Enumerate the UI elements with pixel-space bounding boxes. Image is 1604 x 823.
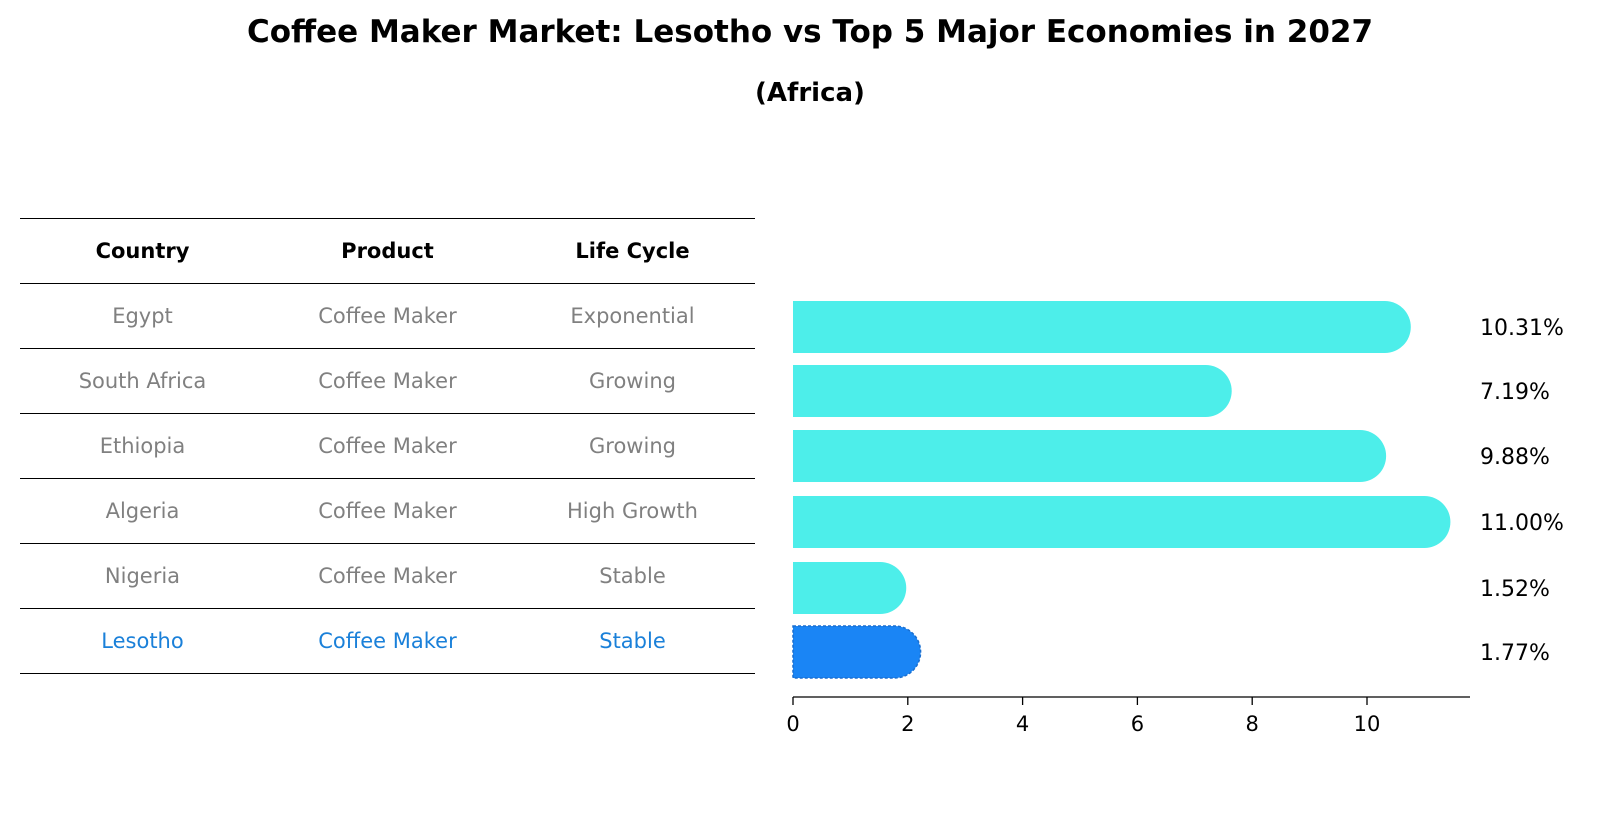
cell-product: Coffee Maker [265, 283, 510, 349]
cell-life-cycle: Growing [510, 413, 755, 479]
x-tick-label: 4 [1016, 712, 1029, 736]
cell-country: Nigeria [20, 543, 265, 609]
cell-product: Coffee Maker [265, 543, 510, 609]
chart-title: Coffee Maker Market: Lesotho vs Top 5 Ma… [246, 14, 1374, 50]
cell-life-cycle: High Growth [510, 478, 755, 544]
x-tick-label: 0 [786, 712, 799, 736]
cell-product: Coffee Maker [265, 413, 510, 479]
x-tick-label: 10 [1354, 712, 1381, 736]
cell-life-cycle: Stable [510, 543, 755, 609]
x-tick-label: 6 [1131, 712, 1144, 736]
table-row-highlight: Lesotho Coffee Maker Stable [20, 608, 755, 674]
cell-country: Lesotho [20, 608, 265, 674]
cell-country: Ethiopia [20, 413, 265, 479]
cell-country: Algeria [20, 478, 265, 544]
cell-life-cycle: Exponential [510, 283, 755, 349]
table-row: Nigeria Coffee Maker Stable [20, 543, 755, 609]
value-label: 1.52% [1480, 577, 1550, 602]
bar-ethiopia [793, 430, 1387, 482]
value-label: 11.00% [1480, 511, 1564, 536]
header-life-cycle: Life Cycle [510, 218, 755, 284]
cell-country: Egypt [20, 283, 265, 349]
value-label: 1.77% [1480, 641, 1550, 666]
bar-south-africa [793, 365, 1232, 417]
table-header-row: Country Product Life Cycle [20, 218, 755, 284]
table-row: Egypt Coffee Maker Exponential [20, 283, 755, 349]
value-label: 10.31% [1480, 316, 1564, 341]
bar-algeria [793, 496, 1451, 548]
cell-product: Coffee Maker [265, 478, 510, 544]
chart-subtitle: (Africa) [755, 78, 865, 108]
table-row: Ethiopia Coffee Maker Growing [20, 413, 755, 479]
market-table: Country Product Life Cycle Egypt Coffee … [20, 218, 755, 674]
table-row: South Africa Coffee Maker Growing [20, 348, 755, 414]
header-product: Product [265, 218, 510, 284]
table-row: Algeria Coffee Maker High Growth [20, 478, 755, 544]
header-country: Country [20, 218, 265, 284]
value-label: 7.19% [1480, 380, 1550, 405]
x-tick-label: 8 [1246, 712, 1259, 736]
value-label: 9.88% [1480, 445, 1550, 470]
x-tick-label: 2 [901, 712, 914, 736]
cell-life-cycle: Stable [510, 608, 755, 674]
bar-lesotho [792, 625, 922, 679]
cell-product: Coffee Maker [265, 348, 510, 414]
cell-product: Coffee Maker [265, 608, 510, 674]
bar-egypt [793, 301, 1411, 353]
cell-country: South Africa [20, 348, 265, 414]
bar-nigeria [793, 562, 907, 614]
